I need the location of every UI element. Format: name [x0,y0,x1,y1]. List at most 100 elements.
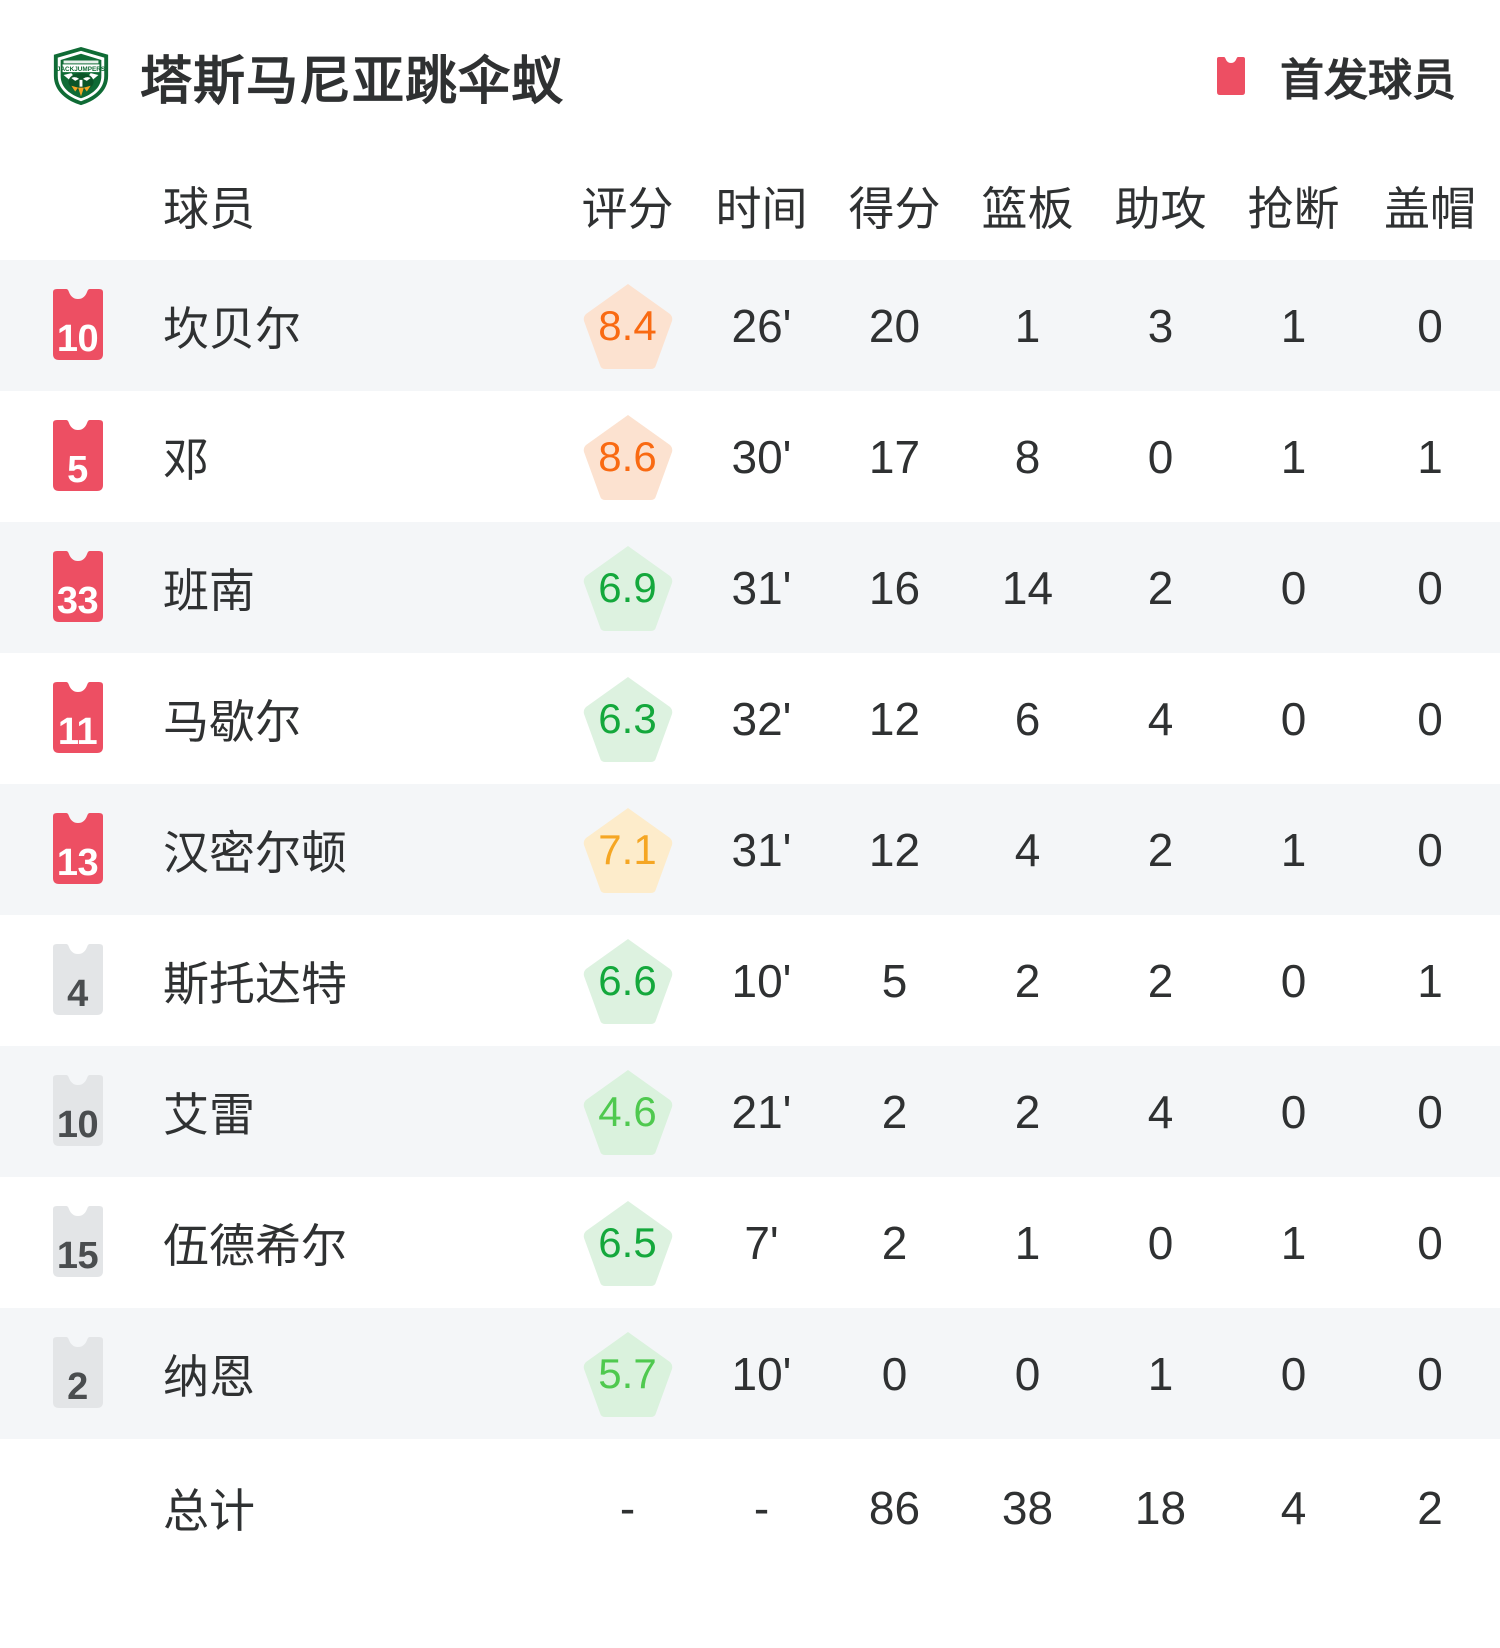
stat-points: 2 [881,1085,908,1138]
rating-badge: 6.3 [581,673,675,765]
svg-text:JACKJUMPERS: JACKJUMPERS [57,66,105,73]
stat-blocks: 0 [1417,692,1443,745]
rating-value: 5.7 [598,1349,657,1397]
rating-value: 7.1 [598,825,657,873]
stat-minutes: 31' [731,823,792,876]
stat-steals: 1 [1280,823,1307,876]
total-rating: - [560,1481,695,1535]
jersey-icon: 10 [36,1072,120,1152]
stat-points: 2 [881,1216,908,1269]
rating-badge: 5.7 [581,1328,675,1420]
stat-assists: 1 [1147,1347,1174,1400]
jersey-icon: 10 [36,286,120,366]
table-row[interactable]: 10 坎贝尔 8.4 26' 20 1 3 1 0 [0,260,1500,391]
jersey-number: 5 [67,448,88,491]
stat-assists: 0 [1147,1216,1174,1269]
stat-assists: 2 [1147,823,1174,876]
player-jersey-cell: 2 [0,1334,155,1414]
table-row[interactable]: 2 纳恩 5.7 10' 0 0 1 0 0 [0,1308,1500,1439]
rating-value: 4.6 [598,1087,657,1135]
header-rating-label: 评分 [581,183,674,235]
stat-steals: 1 [1280,430,1307,483]
stat-points: 16 [868,561,921,614]
rating-badge: 6.9 [581,542,675,634]
stat-steals: 1 [1280,1216,1307,1269]
stat-blocks: 0 [1417,1216,1443,1269]
team-identity[interactable]: JACKJUMPERS 塔斯马尼亚跳伞蚁 [50,39,564,114]
table-row[interactable]: 5 邓 8.6 30' 17 8 0 1 1 [0,391,1500,522]
header-blocks: 盖帽 [1384,183,1476,235]
jersey-icon: 4 [36,941,120,1021]
player-rating-cell: 5.7 [560,1328,695,1420]
total-rating-value: - [619,1482,636,1534]
total-points: 86 [868,1482,921,1534]
table-row[interactable]: 33 班南 6.9 31' 16 14 2 0 0 [0,522,1500,653]
player-name: 邓 [163,433,209,486]
rating-badge: 6.5 [581,1197,675,1289]
player-jersey-cell: 10 [0,1072,155,1152]
team-name: 塔斯马尼亚跳伞蚁 [140,52,565,111]
stat-minutes: 32' [731,692,792,745]
jersey-number: 4 [67,972,88,1015]
player-rows: 10 坎贝尔 8.4 26' 20 1 3 1 0 5 邓 8.6 30' 17 8 0 1 1 33 班南 6.9 31… [0,260,1500,1439]
player-rating-cell: 8.4 [560,280,695,372]
header-minutes: 时间 [715,183,808,235]
jersey-number: 15 [56,1234,99,1277]
stats-table: 球员 评分 时间 得分 篮板 助攻 抢断 盖帽 10 坎贝尔 8.4 26' 20 1 3 1… [0,152,1500,1648]
player-rating-cell: 7.1 [560,804,695,896]
jersey-icon: 2 [36,1334,120,1414]
stat-blocks: 1 [1417,954,1443,1007]
header-steals: 抢断 [1247,183,1340,235]
player-name: 坎贝尔 [163,302,301,355]
jersey-number: 33 [56,579,99,622]
table-row[interactable]: 10 艾雷 4.6 21' 2 2 4 0 0 [0,1046,1500,1177]
stat-blocks: 0 [1417,1347,1443,1400]
stat-minutes: 10' [731,954,792,1007]
stat-rebounds: 8 [1014,430,1041,483]
rating-badge: 8.4 [581,280,675,372]
rating-value: 8.4 [598,301,657,349]
jersey-number: 10 [56,317,99,360]
starters-legend: 首发球员 [1208,44,1456,108]
stat-points: 20 [868,299,921,352]
table-row[interactable]: 15 伍德希尔 6.5 7' 2 1 0 1 0 [0,1177,1500,1308]
stat-rebounds: 1 [1014,1216,1041,1269]
stat-points: 12 [868,823,921,876]
player-jersey-cell: 11 [0,679,155,759]
table-row[interactable]: 11 马歇尔 6.3 32' 12 6 4 0 0 [0,653,1500,784]
header-rating: 评分 [560,173,695,239]
rating-badge: 7.1 [581,804,675,896]
rating-badge: 4.6 [581,1066,675,1158]
stat-points: 0 [881,1347,908,1400]
table-row[interactable]: 4 斯托达特 6.6 10' 5 2 2 0 1 [0,915,1500,1046]
jersey-icon: 15 [36,1203,120,1283]
stat-assists: 3 [1147,299,1174,352]
rating-value: 6.6 [598,956,657,1004]
player-rating-cell: 6.5 [560,1197,695,1289]
stat-assists: 4 [1147,1085,1174,1138]
stat-steals: 0 [1280,954,1307,1007]
stat-rebounds: 2 [1014,954,1041,1007]
jersey-icon [1217,57,1245,95]
player-name: 纳恩 [163,1350,255,1403]
stat-minutes: 21' [731,1085,792,1138]
jersey-icon: 11 [36,679,120,759]
stat-rebounds: 2 [1014,1085,1041,1138]
rating-value: 6.9 [598,563,657,611]
total-minutes: - [753,1482,770,1534]
stat-minutes: 7' [744,1216,779,1269]
stat-minutes: 30' [731,430,792,483]
player-name: 斯托达特 [163,957,347,1010]
stat-steals: 0 [1280,561,1307,614]
total-steals: 4 [1280,1482,1307,1534]
total-row: 总计 - - 86 38 18 4 2 [0,1439,1500,1577]
table-row[interactable]: 13 汉密尔顿 7.1 31' 12 4 2 1 0 [0,784,1500,915]
stat-minutes: 10' [731,1347,792,1400]
total-assists: 18 [1134,1482,1187,1534]
player-name: 马歇尔 [163,695,301,748]
stat-steals: 0 [1280,1085,1307,1138]
player-name: 伍德希尔 [163,1219,347,1272]
player-jersey-cell: 15 [0,1203,155,1283]
player-name: 艾雷 [163,1088,255,1141]
player-jersey-cell: 4 [0,941,155,1021]
